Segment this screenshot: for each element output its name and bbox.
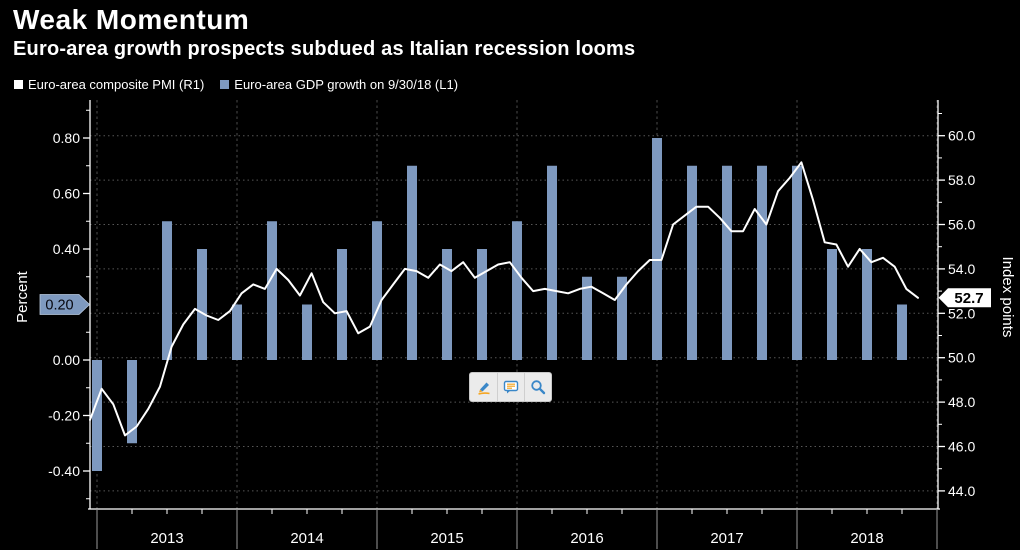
right-axis-tick-label: 44.0	[948, 483, 975, 499]
gdp-bar	[232, 304, 242, 360]
gdp-bar	[547, 165, 557, 360]
x-axis-year-band: 2013 2014 2015 2016 2017 2018	[96, 509, 938, 549]
right-axis-tick-label: 54.0	[948, 261, 975, 277]
gdp-bar	[617, 276, 627, 360]
x-axis-year-label: 2018	[850, 530, 883, 547]
gdp-bar	[162, 221, 172, 360]
right-axis-last-value-tag	[938, 288, 991, 308]
left-axis-tick-label: 0.60	[53, 186, 80, 202]
page-subtitle: Euro-area growth prospects subdued as It…	[13, 38, 636, 60]
x-axis-year-label: 2017	[710, 530, 743, 547]
comment-button[interactable]	[497, 373, 524, 401]
right-axis-tick-label: 58.0	[948, 172, 975, 188]
gdp-bar	[442, 249, 452, 360]
last-value-markers: 0.20 52.7	[39, 288, 991, 315]
annotate-button[interactable]	[470, 373, 497, 401]
left-axis-tick-label: -0.20	[48, 408, 80, 424]
left-axis-tick-label: 0.40	[53, 241, 80, 257]
gdp-bar	[582, 276, 592, 360]
right-axis-tick-label: 50.0	[948, 350, 975, 366]
right-axis-tick-label: 60.0	[948, 128, 975, 144]
right-axis-tick-label: 48.0	[948, 394, 975, 410]
gdp-bar	[267, 221, 277, 360]
gdp-bar	[652, 138, 662, 360]
gdp-bar	[372, 221, 382, 360]
legend: Euro-area composite PMI (R1) Euro-area G…	[14, 77, 458, 92]
chart-toolbar	[469, 372, 552, 402]
comment-icon	[503, 380, 519, 394]
gdp-bar	[687, 165, 697, 360]
magnifier-icon	[531, 380, 546, 395]
gdp-bar	[197, 249, 207, 360]
gdp-bar	[897, 304, 907, 360]
gdp-bar	[337, 249, 347, 360]
gdp-bar	[757, 165, 767, 360]
gdp-legend-swatch-icon	[220, 80, 230, 89]
gdp-bar	[722, 165, 732, 360]
gdp-bar	[792, 165, 802, 360]
x-axis-year-label: 2014	[290, 530, 323, 547]
pencil-icon	[477, 382, 490, 395]
legend-label-gdp: Euro-area GDP growth on 9/30/18 (L1)	[234, 77, 459, 92]
plot-area[interactable]	[90, 100, 938, 509]
gdp-bar	[512, 221, 522, 360]
right-axis-tick-label: 56.0	[948, 217, 975, 233]
legend-item-gdp[interactable]: Euro-area GDP growth on 9/30/18 (L1)	[220, 77, 458, 92]
left-axis-last-value: 0.20	[45, 298, 73, 314]
gdp-bar	[407, 165, 417, 360]
left-axis-tick-label: -0.40	[48, 463, 80, 479]
x-axis-year-label: 2013	[150, 530, 183, 547]
x-axis-year-label: 2016	[570, 530, 603, 547]
gdp-bar	[477, 249, 487, 360]
gdp-bar	[827, 249, 837, 360]
right-axis-title: Index points	[999, 257, 1016, 338]
gdp-bar	[862, 249, 872, 360]
right-axis-tick-label: 46.0	[948, 439, 975, 455]
gdp-bar	[127, 360, 137, 444]
right-axis-tick-label: 52.0	[948, 305, 975, 321]
gdp-bar	[302, 304, 312, 360]
pmi-legend-swatch-icon	[14, 80, 23, 89]
legend-item-pmi[interactable]: Euro-area composite PMI (R1)	[14, 77, 204, 92]
left-axis-tick-label: 0.80	[53, 130, 80, 146]
left-axis-last-value-tag	[39, 294, 91, 315]
right-axis-last-value: 52.7	[954, 290, 983, 307]
zoom-button[interactable]	[524, 373, 551, 401]
pmi-line-series	[89, 161, 919, 437]
left-axis-tick-label: 0.00	[53, 352, 80, 368]
left-axis-title: Percent	[14, 270, 31, 323]
gdp-bars-series	[92, 138, 907, 471]
legend-label-pmi: Euro-area composite PMI (R1)	[28, 77, 205, 92]
gdp-bar	[92, 360, 102, 471]
x-axis-year-label: 2015	[430, 530, 463, 547]
page-title: Weak Momentum	[13, 4, 250, 35]
